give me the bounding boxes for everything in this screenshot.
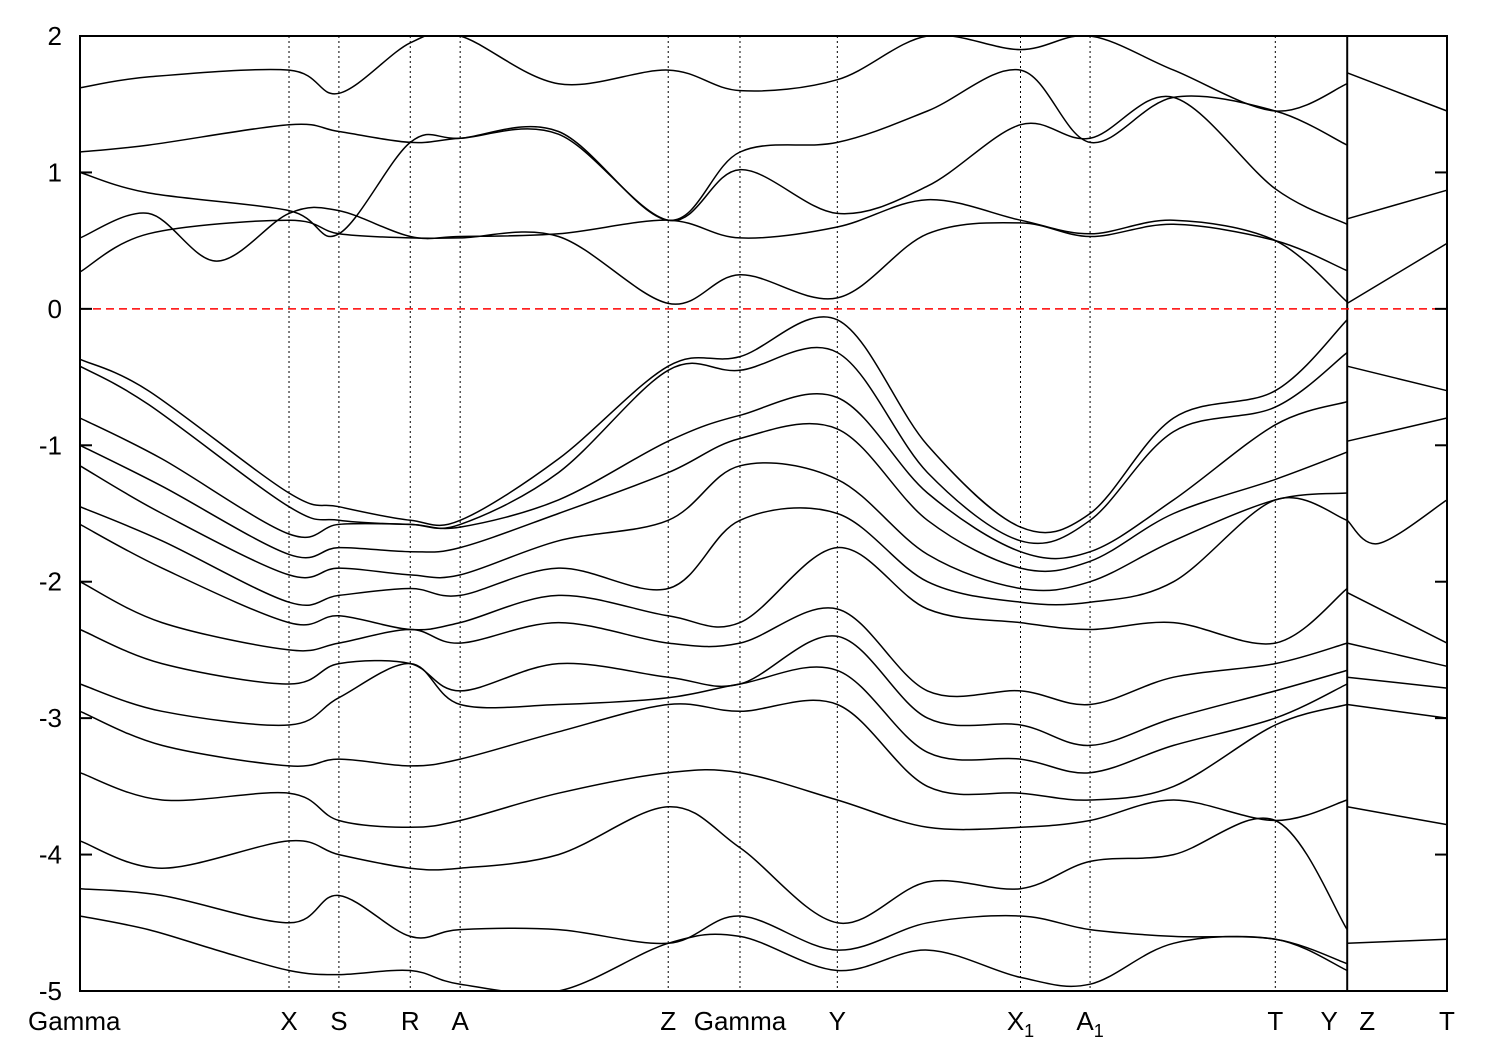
k-point-name: Gamma [694,1006,787,1036]
k-point-label-4: A [451,1006,469,1036]
band-line-1 [79,346,1348,545]
k-point-label-10: T [1267,1006,1283,1036]
band-line-27 [1347,806,1448,826]
k-point-label-0: Gamma [28,1006,121,1036]
k-point-label-5: Z [660,1006,676,1036]
k-point-name: T [1439,1006,1455,1036]
k-point-name: A [1076,1006,1094,1036]
k-point-name: A [451,1006,469,1036]
k-point-label-3: R [401,1006,420,1036]
band-line-26 [1347,703,1448,719]
band-line-16 [79,198,1348,303]
band-line-21 [1347,417,1448,442]
band-line-13 [79,887,1348,965]
y-ticks: -5 -4 -3 -2 -1 0 1 2 [39,21,1447,1006]
k-point-label-12: Z [1359,1006,1375,1036]
y-tick-label-7: 2 [48,21,62,51]
band-line-24 [1347,642,1448,668]
band-line-2 [79,392,1348,560]
band-line-9 [79,662,1348,774]
k-point-label-7: Y [829,1006,846,1036]
k-point-name: X [1007,1006,1024,1036]
band-line-4 [79,462,1348,592]
band-line-6 [79,523,1348,645]
y-tick-label-3: -2 [39,567,62,597]
y-tick-label-0: -5 [39,976,62,1006]
band-line-17 [79,95,1348,238]
k-point-label-6: Gamma [694,1006,787,1036]
k-point-label-2: S [330,1006,347,1036]
x-tick-labels: Gamma X S R A Z Gamma Y X1 A1 T Y Z T [28,1006,1455,1041]
band-line-19 [79,31,1348,112]
k-point-subscript: 1 [1024,1021,1034,1041]
plot-frame [79,35,1448,992]
k-point-label-11: Y [1321,1006,1338,1036]
y-tick-label-6: 1 [48,157,62,187]
band-line-20 [1347,365,1448,392]
k-point-name: X [280,1006,297,1036]
mask-bottom [0,991,1500,1050]
k-point-name: Z [1359,1006,1375,1036]
y-tick-label-1: -4 [39,840,62,870]
y-tick-label-4: -1 [39,430,62,460]
band-line-14 [79,915,1348,995]
k-point-name: Gamma [28,1006,121,1036]
y-tick-label-2: -3 [39,703,62,733]
k-point-name: Y [829,1006,846,1036]
k-point-label-8: X1 [1007,1006,1034,1041]
kpath-lines [288,36,1349,991]
k-point-label-1: X [280,1006,297,1036]
band-line-18 [79,68,1348,221]
band-line-29 [1346,242,1448,305]
band-line-31 [1346,72,1448,112]
k-point-label-9: A1 [1076,1006,1103,1041]
band-line-7 [79,581,1348,706]
band-line-5 [79,496,1348,607]
band-line-30 [1346,189,1448,220]
band-line-12 [79,806,1348,931]
band-line-3 [79,422,1348,573]
k-point-name: R [401,1006,420,1036]
k-point-label-13: T [1439,1006,1455,1036]
band-line-0 [79,316,1348,534]
band-line-10 [79,699,1348,801]
band-line-8 [79,628,1348,747]
k-point-name: Y [1321,1006,1338,1036]
band-line-23 [1346,591,1448,644]
k-point-subscript: 1 [1094,1021,1104,1041]
band-line-22 [1346,499,1448,545]
band-line-11 [79,768,1348,831]
k-point-name: S [330,1006,347,1036]
y-tick-label-5: 0 [48,294,62,324]
band-line-25 [1347,676,1448,689]
band-lines [79,31,1448,995]
mask-top [0,0,1500,36]
k-point-name: T [1267,1006,1283,1036]
band-line-28 [1347,938,1448,945]
k-point-name: Z [660,1006,676,1036]
